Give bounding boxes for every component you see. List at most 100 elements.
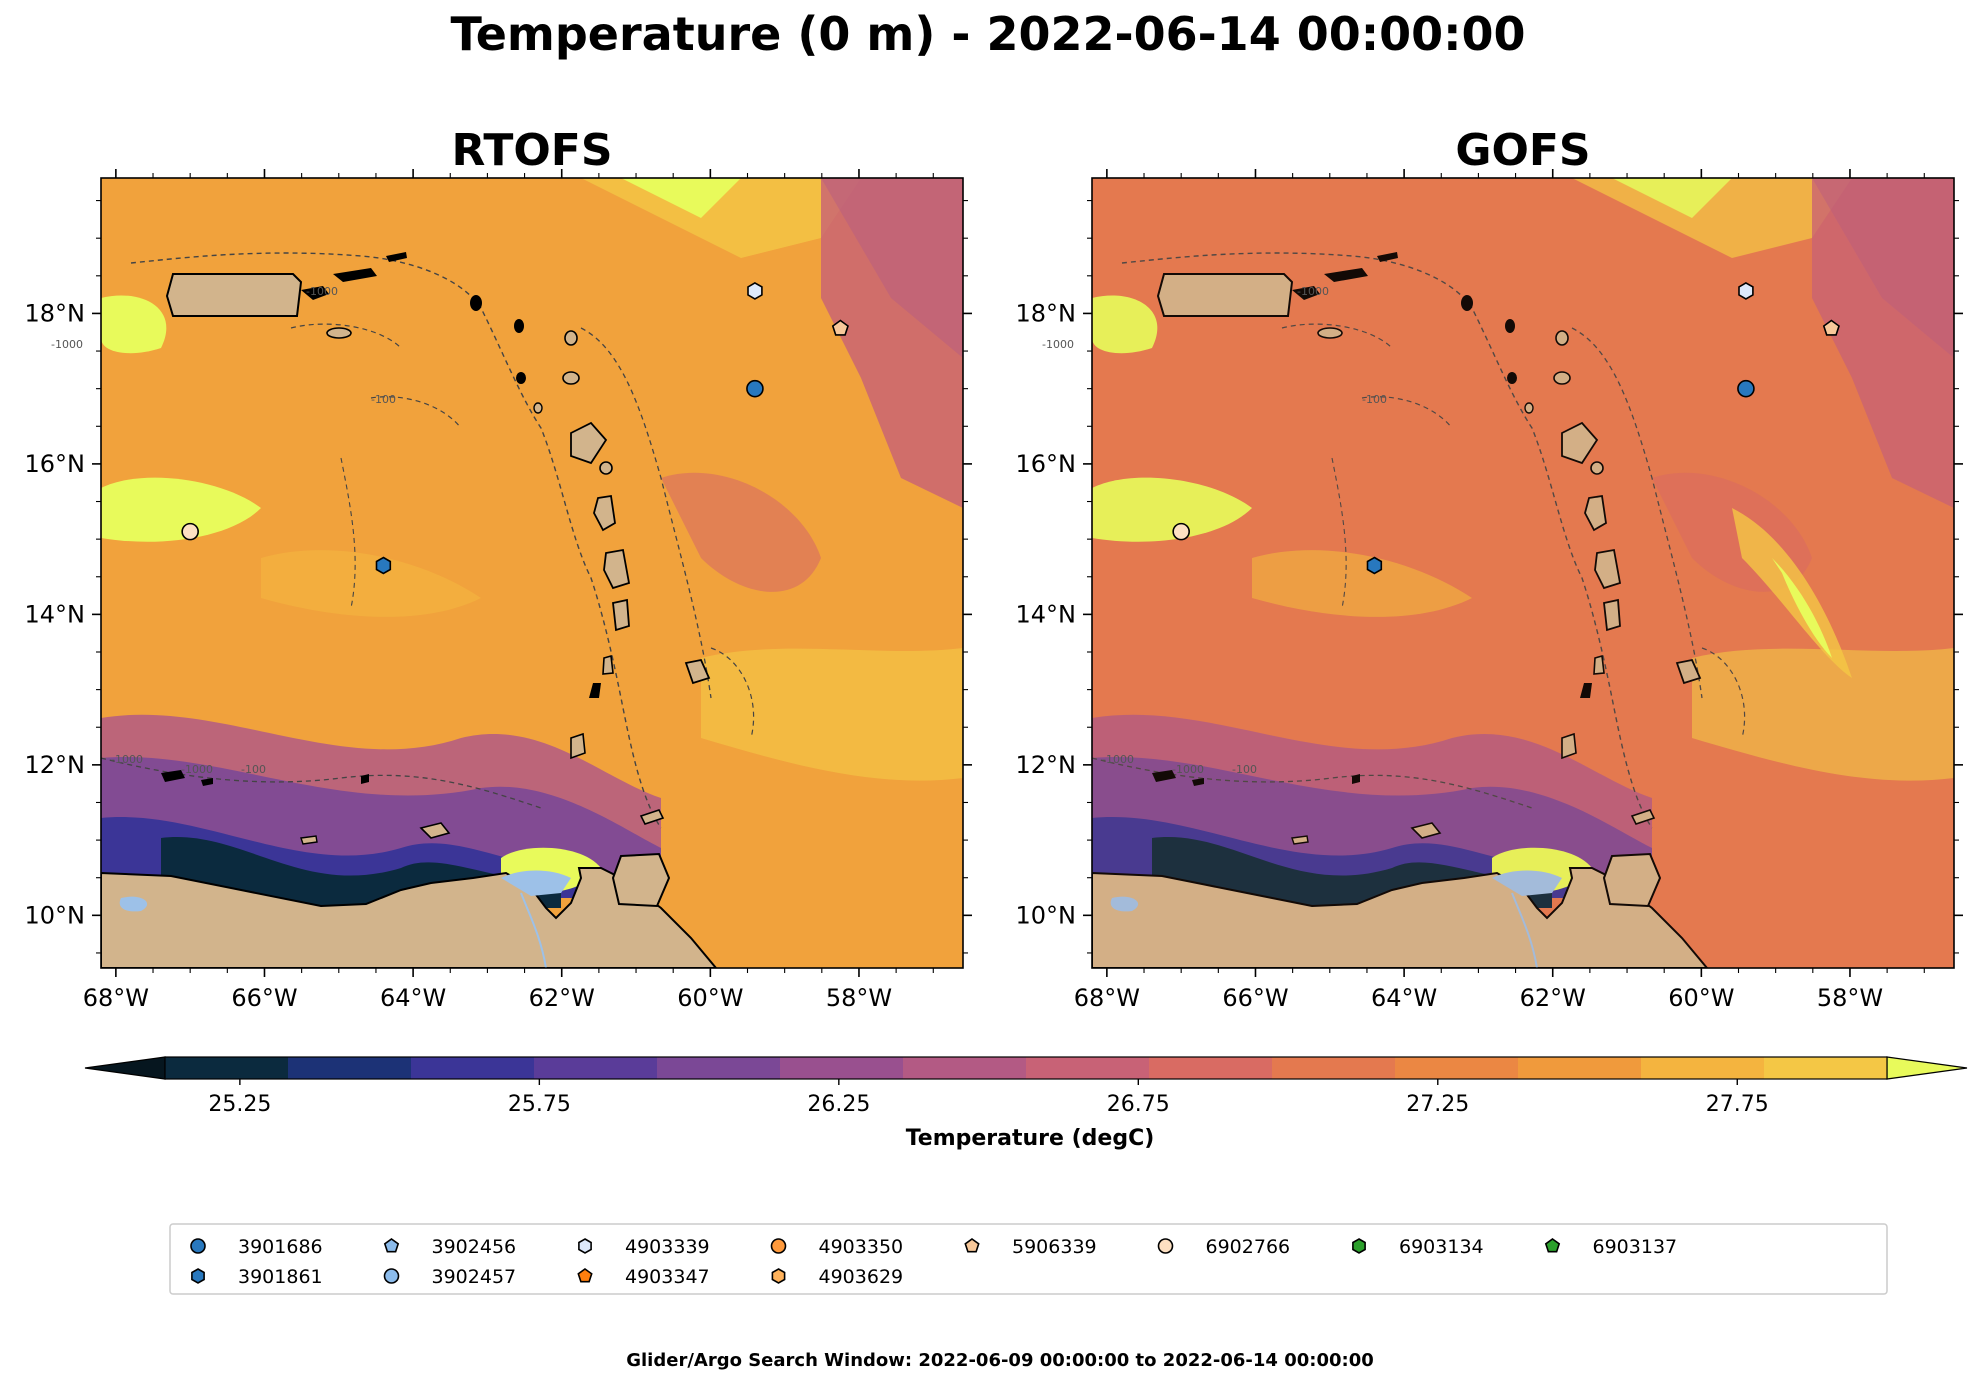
lon-tick-label: 68°W <box>1074 984 1140 1012</box>
legend-marker-4903347 <box>577 1268 593 1283</box>
legend-marker-4903339 <box>578 1238 592 1254</box>
colorbar-tick-label: 27.25 <box>1406 1092 1469 1117</box>
lat-tick-label: 18°N <box>25 299 86 327</box>
panel-title-rtofs: RTOFS <box>451 125 612 176</box>
contour-label: -1000 <box>181 763 213 776</box>
colorbar: 25.25 25.75 26.25 26.75 27.25 27.75 Temperatu… <box>84 1056 1968 1151</box>
legend-marker-4903350 <box>770 1238 787 1254</box>
colorbar-band <box>1518 1057 1642 1079</box>
float-marker-6902766 <box>1172 522 1190 541</box>
float-legend: 3901686 3901861 3902456 3902457 4903339 49033… <box>169 1223 1888 1295</box>
float-markers-rtofs <box>181 281 849 575</box>
contour-label: -1000 <box>1102 753 1134 766</box>
float-marker-6902766 <box>181 522 199 541</box>
contour-label: -1000 <box>1297 285 1329 298</box>
contour-label: -100 <box>371 393 396 406</box>
lon-tick-label: 66°W <box>231 984 297 1012</box>
colorbar-band <box>657 1057 781 1079</box>
colorbar-band <box>534 1057 658 1079</box>
legend-label: 6902766 <box>1206 1236 1291 1258</box>
float-marker-5906339 <box>1822 319 1840 336</box>
lon-tick-label: 64°W <box>380 984 446 1012</box>
lat-tick-label: 12°N <box>1016 751 1077 779</box>
lon-tick-label: 62°W <box>529 984 595 1012</box>
colorbar-tick-label: 27.75 <box>1706 1092 1769 1117</box>
legend-marker-3902457 <box>383 1268 400 1284</box>
legend-label: 3901861 <box>238 1266 323 1288</box>
legend-label: 3902456 <box>432 1236 517 1258</box>
figure-title: Temperature (0 m) - 2022-06-14 00:00:00 <box>450 7 1525 61</box>
legend-marker-5906339 <box>964 1238 980 1253</box>
colorbar-outline <box>164 1056 1888 1080</box>
colorbar-band <box>903 1057 1027 1079</box>
colorbar-band <box>1764 1057 1888 1079</box>
lon-tick-label: 62°W <box>1520 984 1586 1012</box>
lat-tick-label: 10°N <box>1016 901 1077 929</box>
legend-label: 6903137 <box>1593 1236 1678 1258</box>
float-marker-3901861 <box>1366 556 1383 575</box>
legend-marker-3902456 <box>383 1238 400 1253</box>
legend-marker-6902766 <box>1157 1238 1174 1254</box>
legend-label: 6903134 <box>1399 1236 1484 1258</box>
colorbar-ticks: 25.25 25.75 26.25 26.75 27.25 27.75 <box>208 1079 1769 1117</box>
contour-label: -1000 <box>1042 338 1074 351</box>
contour-label: -100 <box>241 763 266 776</box>
map-frame-rtofs <box>100 177 964 969</box>
lat-tick-label: 16°N <box>1016 450 1077 478</box>
colorbar-band <box>1026 1057 1150 1079</box>
colorbar-band <box>1641 1057 1765 1079</box>
lat-tick-label: 16°N <box>25 450 86 478</box>
colorbar-extend-high <box>1886 1056 1968 1080</box>
lat-tick-label: 10°N <box>25 901 86 929</box>
colorbar-band <box>288 1057 412 1079</box>
panel-rtofs: RTOFS 68°W 66°W 64°W 62°W 60°W 58°W 10°N 12°N 14… <box>25 125 972 1012</box>
legend-label: 4903350 <box>819 1236 904 1258</box>
colorbar-band <box>1395 1057 1519 1079</box>
colorbar-band <box>411 1057 535 1079</box>
lon-tick-label: 58°W <box>1817 984 1883 1012</box>
legend-label: 4903629 <box>819 1266 904 1288</box>
float-marker-3901686 <box>746 379 764 398</box>
lon-tick-label: 66°W <box>1222 984 1288 1012</box>
contour-label: -1000 <box>111 753 143 766</box>
lon-tick-label: 58°W <box>826 984 892 1012</box>
lat-tick-label: 18°N <box>1016 299 1077 327</box>
float-marker-3901861 <box>375 556 392 575</box>
legend-label: 3902457 <box>432 1266 517 1288</box>
float-marker-5906339 <box>831 319 849 336</box>
legend-marker-3901686 <box>190 1238 206 1254</box>
colorbar-tick-label: 26.75 <box>1107 1092 1170 1117</box>
contour-label: -100 <box>1232 763 1257 776</box>
contour-label: -100 <box>1362 393 1387 406</box>
colorbar-band <box>165 1057 289 1079</box>
float-marker-4903339 <box>747 281 763 300</box>
contour-label: -1000 <box>1172 763 1204 776</box>
legend-marker-6903134 <box>1352 1238 1366 1254</box>
search-window-note: Glider/Argo Search Window: 2022-06-09 00… <box>626 1350 1374 1371</box>
legend-label: 5906339 <box>1012 1236 1097 1258</box>
legend-marker-6903137 <box>1544 1238 1561 1253</box>
axis-ticks-rtofs: 68°W 66°W 64°W 62°W 60°W 58°W 10°N 12°N 14°N 16°N… <box>25 169 972 1012</box>
contour-label: -1000 <box>306 285 338 298</box>
colorbar-band <box>1272 1057 1396 1079</box>
map-content-gofs <box>1092 178 1954 968</box>
legend-marker-3901861 <box>191 1268 205 1284</box>
lon-tick-label: 68°W <box>83 984 149 1012</box>
float-markers-gofs <box>1172 281 1840 575</box>
legend-label: 3901686 <box>238 1236 323 1258</box>
legend-label: 4903339 <box>625 1236 710 1258</box>
legend-marker-4903629 <box>771 1268 786 1284</box>
lat-tick-label: 14°N <box>1016 600 1077 628</box>
colorbar-band <box>780 1057 904 1079</box>
colorbar-band <box>1149 1057 1273 1079</box>
panel-title-gofs: GOFS <box>1455 125 1590 176</box>
float-marker-4903339 <box>1738 281 1754 300</box>
float-marker-3901686 <box>1737 379 1755 398</box>
colorbar-tick-label: 25.25 <box>208 1092 271 1117</box>
legend-label: 4903347 <box>625 1266 710 1288</box>
colorbar-tick-label: 26.25 <box>807 1092 870 1117</box>
contour-label: -1000 <box>51 338 83 351</box>
colorbar-tick-label: 25.75 <box>508 1092 571 1117</box>
colorbar-swatches <box>84 1056 1968 1080</box>
